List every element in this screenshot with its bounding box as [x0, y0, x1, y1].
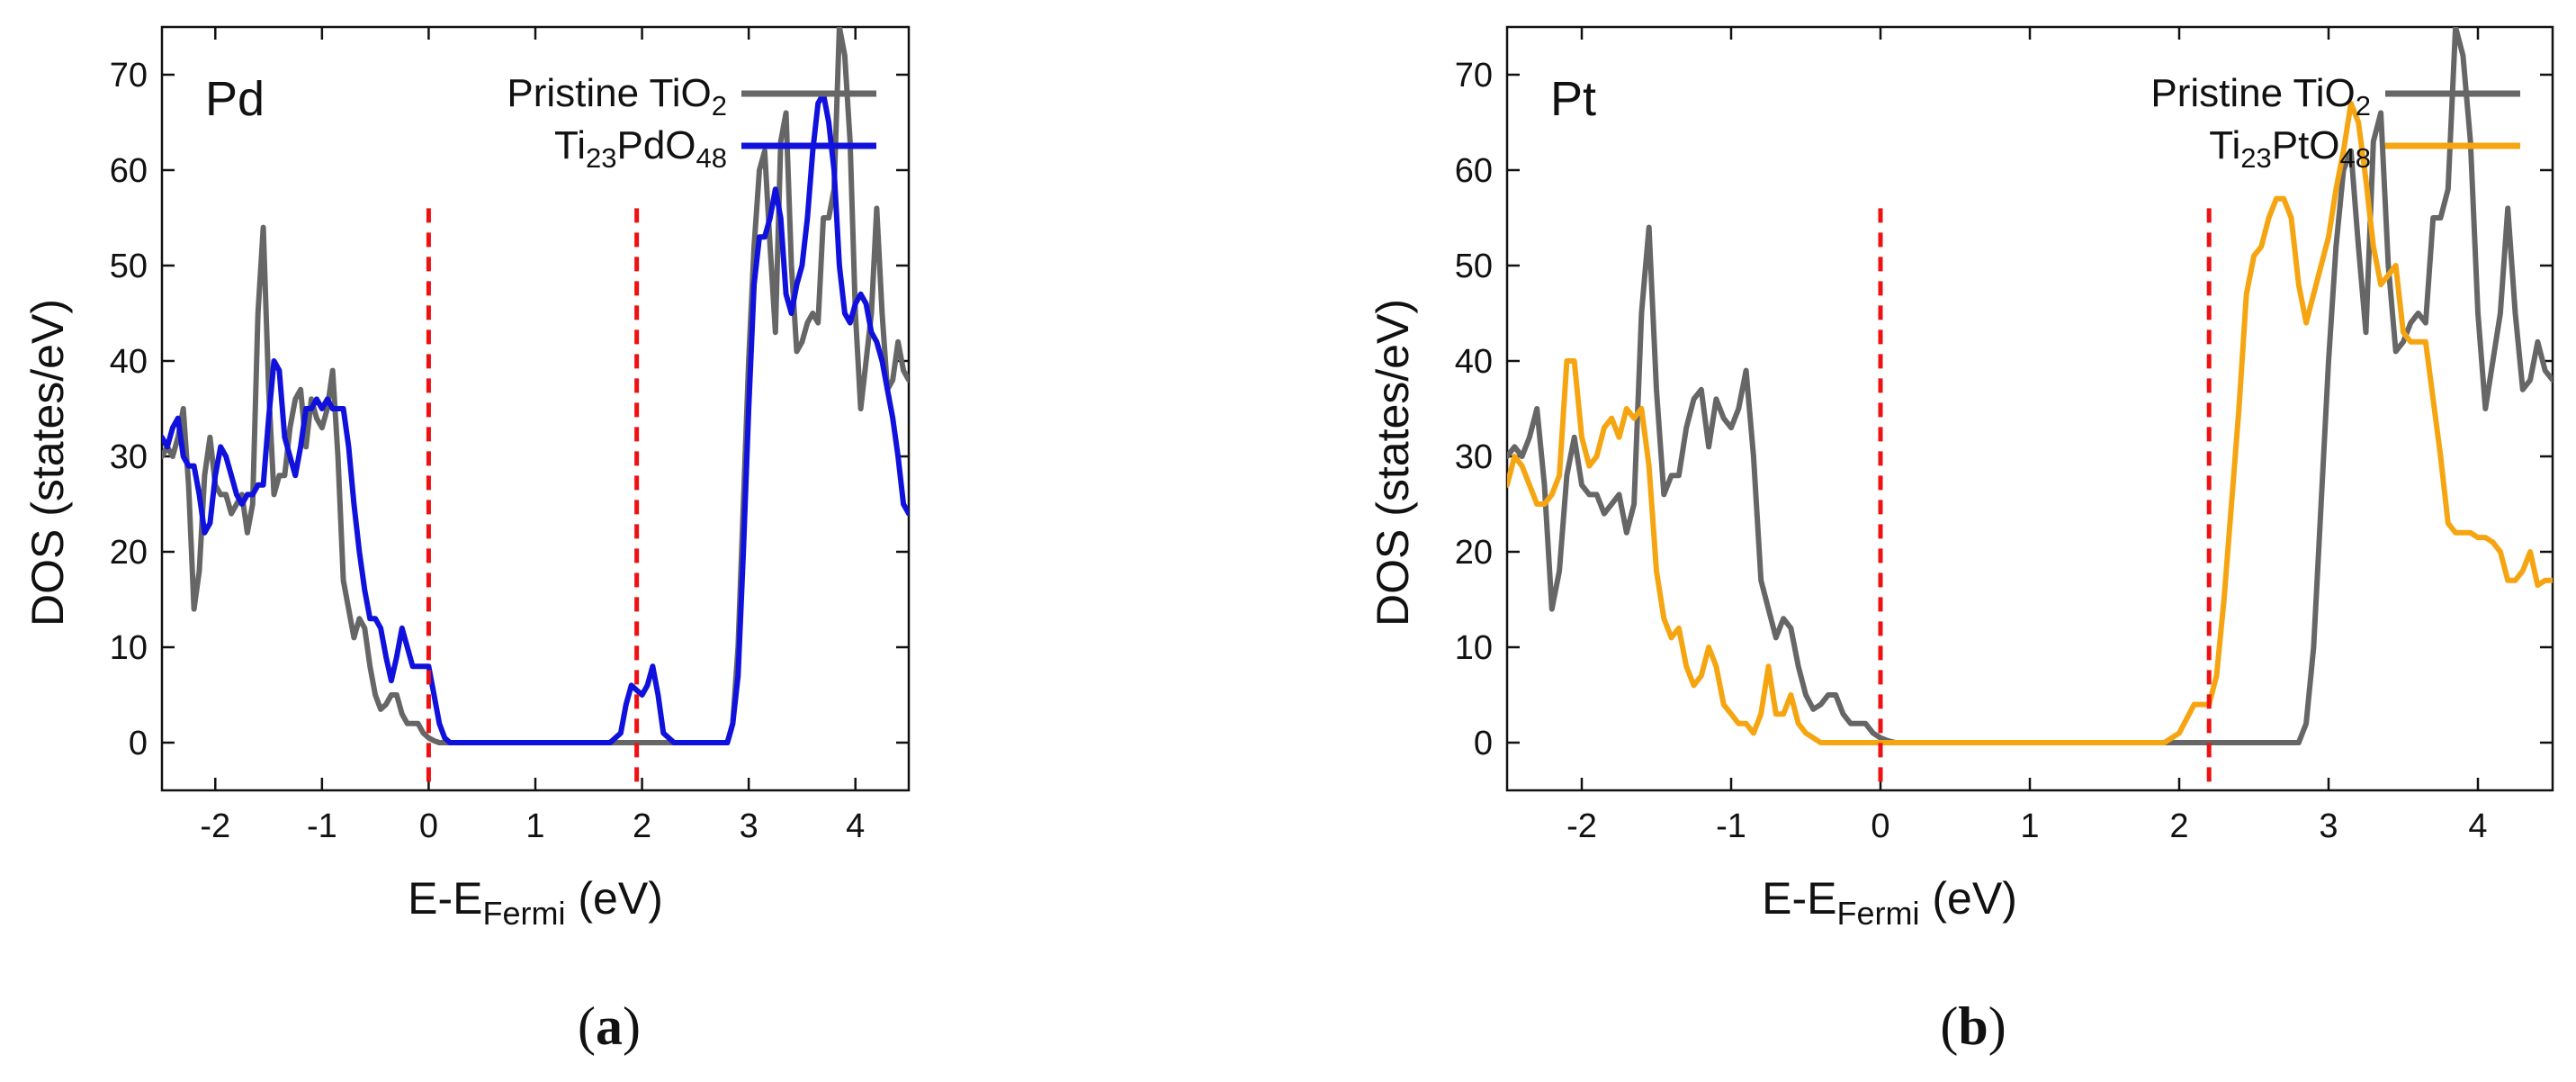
caption-open: (: [578, 996, 596, 1056]
x-tick-label: -1: [307, 807, 337, 845]
caption-letter: a: [596, 996, 623, 1056]
x-tick-label: 2: [2169, 807, 2188, 845]
legend-entry: Pristine TiO2: [507, 71, 727, 122]
legend-subscript: 48: [696, 142, 727, 174]
legend-text-part: PdO: [616, 123, 696, 167]
x-tick-label: 0: [1871, 807, 1889, 845]
series-line-ti23pto48: [1507, 100, 2553, 745]
caption-close: ): [623, 996, 641, 1056]
panel-caption: (a): [578, 996, 641, 1056]
series-line-pristine-tio2: [1507, 27, 2553, 745]
x-tick-label: 4: [846, 807, 865, 845]
y-tick-label: 40: [1455, 343, 1493, 381]
y-tick-label: 50: [1455, 248, 1493, 285]
plot-frame: [1505, 25, 2554, 792]
plot-frame: [160, 25, 911, 792]
y-tick-label: 20: [110, 534, 148, 572]
legend-subscript: 23: [2240, 142, 2271, 174]
legend-entry: Ti23PtO48: [2209, 123, 2371, 174]
panel-caption: (b): [1940, 996, 2006, 1056]
y-axis-label: DOS (states/eV): [22, 299, 73, 627]
x-axis-label-unit: (eV): [1920, 873, 2017, 924]
caption-close: ): [1988, 996, 2006, 1056]
y-tick-label: 30: [1455, 438, 1493, 476]
x-axis-label: E-EFermi (eV): [408, 873, 663, 932]
legend-subscript: 2: [712, 90, 727, 122]
legend-text-part: Pristine TiO: [2150, 71, 2355, 115]
caption-letter: b: [1958, 996, 1988, 1056]
legend-text-part: Ti: [554, 123, 586, 167]
panel-tag: Pd: [205, 72, 265, 126]
y-tick-label: 50: [110, 248, 148, 285]
legend-subscript: 23: [586, 142, 616, 174]
x-tick-label: -1: [1716, 807, 1746, 845]
series-line-ti23pdo48: [162, 91, 909, 745]
panel-tag: Pt: [1550, 72, 1596, 126]
y-tick-label: 70: [1455, 57, 1493, 95]
y-tick-label: 70: [110, 57, 148, 95]
x-tick-label: -2: [200, 807, 230, 845]
y-tick-label: 60: [1455, 152, 1493, 190]
x-axis-label: E-EFermi (eV): [1762, 873, 2017, 932]
x-axis-label-main: E-E: [1762, 873, 1836, 924]
legend-subscript: 48: [2340, 142, 2371, 174]
legend-entry: Ti23PdO48: [554, 123, 727, 174]
x-tick-label: 0: [419, 807, 438, 845]
x-tick-label: 3: [2319, 807, 2338, 845]
legend-entry: Pristine TiO2: [2150, 71, 2371, 122]
y-tick-label: 0: [129, 725, 148, 762]
y-tick-label: 10: [1455, 629, 1493, 667]
x-axis-label-subscript: Fermi: [483, 895, 566, 932]
x-axis-label-subscript: Fermi: [1837, 895, 1920, 932]
x-tick-label: 4: [2468, 807, 2487, 845]
x-axis-label-main: E-E: [408, 873, 482, 924]
y-tick-label: 0: [1474, 725, 1493, 762]
y-tick-label: 20: [1455, 534, 1493, 572]
x-tick-label: 2: [633, 807, 651, 845]
legend-text-part: Pristine TiO: [507, 71, 711, 115]
x-axis-label-unit: (eV): [566, 873, 663, 924]
x-tick-label: -2: [1566, 807, 1597, 845]
y-tick-label: 30: [110, 438, 148, 476]
series-line-pristine-tio2: [162, 27, 909, 745]
legend-subscript: 2: [2356, 90, 2371, 122]
y-tick-label: 40: [110, 343, 148, 381]
legend-text-part: PtO: [2272, 123, 2340, 167]
legend-text-part: Ti: [2209, 123, 2240, 167]
caption-open: (: [1940, 996, 1958, 1056]
y-tick-label: 10: [110, 629, 148, 667]
y-tick-label: 60: [110, 152, 148, 190]
x-tick-label: 1: [2020, 807, 2039, 845]
x-tick-label: 3: [740, 807, 758, 845]
y-axis-label: DOS (states/eV): [1368, 299, 1418, 627]
x-tick-label: 1: [525, 807, 544, 845]
